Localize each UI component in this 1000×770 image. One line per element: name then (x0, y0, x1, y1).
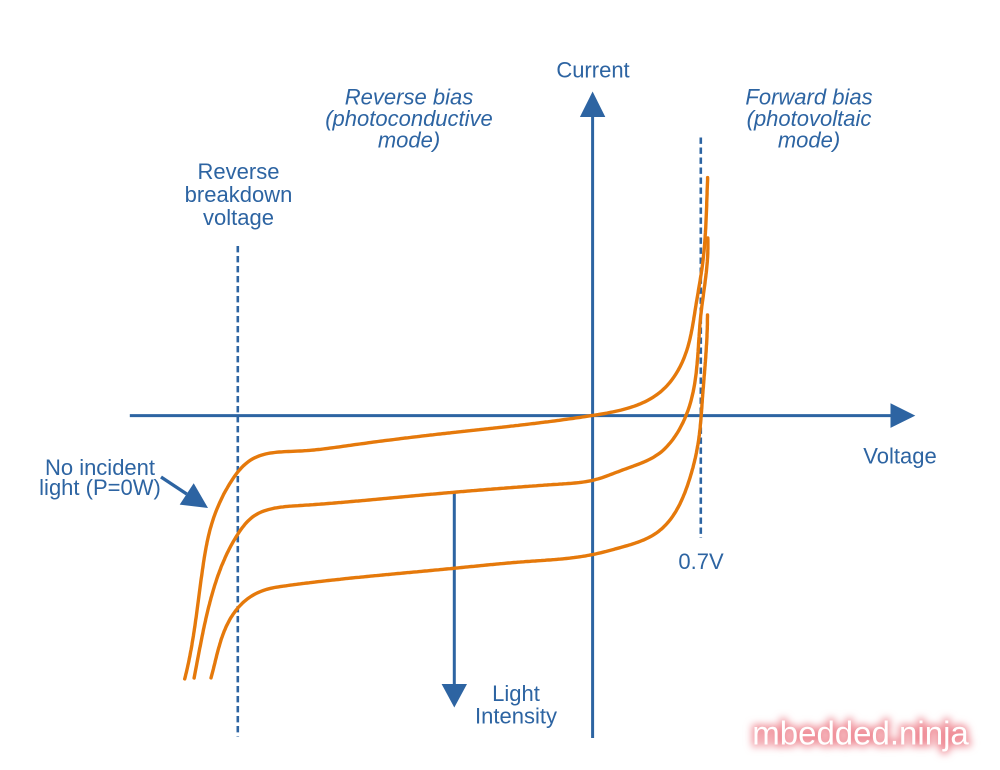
svg-text:Voltage: Voltage (863, 444, 936, 469)
svg-text:Intensity: Intensity (475, 704, 557, 729)
svg-text:Light: Light (492, 681, 540, 706)
svg-text:mbedded.ninja: mbedded.ninja (752, 715, 969, 752)
svg-text:(photovoltaic: (photovoltaic (747, 106, 872, 131)
svg-text:mbedded.ninja: mbedded.ninja (752, 715, 969, 752)
svg-text:(photoconductive: (photoconductive (325, 106, 493, 131)
svg-text:light (P=0W): light (P=0W) (39, 475, 161, 500)
svg-text:mode): mode) (778, 128, 840, 153)
svg-text:No incident: No incident (45, 455, 155, 480)
svg-text:Forward bias: Forward bias (745, 85, 872, 110)
svg-text:mode): mode) (378, 128, 440, 153)
svg-text:0.7V: 0.7V (678, 549, 724, 574)
svg-text:Reverse bias: Reverse bias (345, 85, 473, 110)
svg-text:Reverse: Reverse (198, 159, 280, 184)
svg-text:breakdown: breakdown (185, 182, 293, 207)
svg-text:voltage: voltage (203, 205, 274, 230)
svg-text:Current: Current (556, 58, 629, 83)
